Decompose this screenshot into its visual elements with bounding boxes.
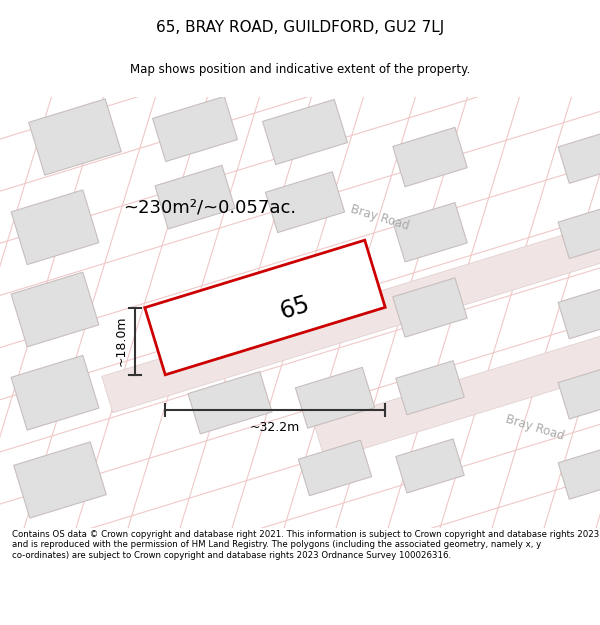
Polygon shape: [295, 368, 374, 428]
Polygon shape: [29, 99, 121, 175]
Polygon shape: [558, 131, 600, 183]
Polygon shape: [11, 356, 99, 430]
Polygon shape: [145, 240, 385, 375]
Polygon shape: [263, 99, 347, 164]
Text: ~32.2m: ~32.2m: [250, 421, 301, 434]
Polygon shape: [152, 96, 238, 161]
Text: Map shows position and indicative extent of the property.: Map shows position and indicative extent…: [130, 63, 470, 76]
Text: 65, BRAY ROAD, GUILDFORD, GU2 7LJ: 65, BRAY ROAD, GUILDFORD, GU2 7LJ: [156, 19, 444, 34]
Text: ~230m²/~0.057ac.: ~230m²/~0.057ac.: [124, 198, 296, 216]
Text: Bray Road: Bray Road: [349, 202, 411, 232]
Polygon shape: [393, 278, 467, 337]
Polygon shape: [396, 361, 464, 415]
Polygon shape: [14, 442, 106, 518]
Polygon shape: [558, 286, 600, 339]
Polygon shape: [11, 272, 99, 347]
Polygon shape: [314, 295, 600, 461]
Polygon shape: [558, 447, 600, 499]
Text: Bray Road: Bray Road: [504, 412, 566, 443]
Polygon shape: [393, 202, 467, 262]
Polygon shape: [393, 127, 467, 187]
Polygon shape: [558, 366, 600, 419]
Polygon shape: [188, 372, 272, 434]
Text: ~18.0m: ~18.0m: [115, 316, 128, 366]
Polygon shape: [101, 212, 600, 413]
Polygon shape: [155, 166, 235, 229]
Polygon shape: [11, 190, 99, 264]
Polygon shape: [558, 206, 600, 259]
Polygon shape: [298, 440, 371, 496]
Text: Contains OS data © Crown copyright and database right 2021. This information is : Contains OS data © Crown copyright and d…: [12, 530, 599, 560]
Polygon shape: [265, 172, 344, 232]
Text: 65: 65: [277, 292, 313, 323]
Polygon shape: [396, 439, 464, 493]
